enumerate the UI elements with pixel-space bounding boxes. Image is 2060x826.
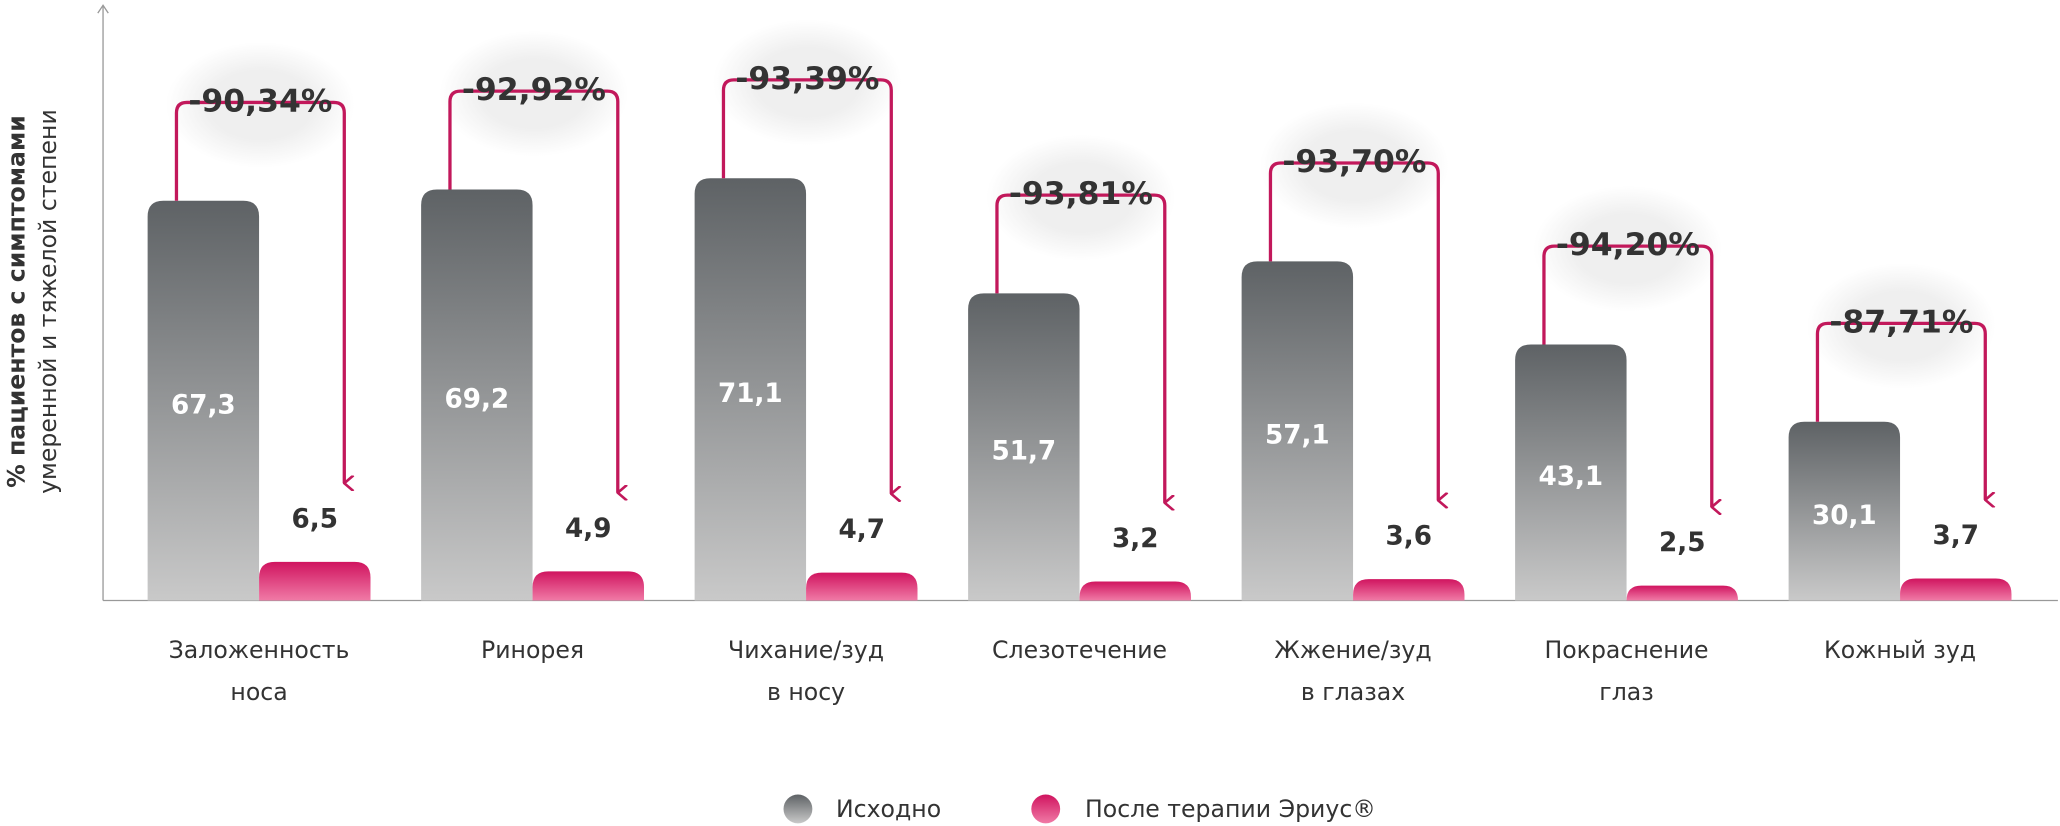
- y-label-line: % пациентов с симптомами: [2, 115, 30, 488]
- change-arrow: [1815, 321, 1985, 499]
- x-tick-label: в глазах: [1301, 678, 1405, 706]
- value-label: 3,7: [1933, 521, 1979, 551]
- x-tick-label: Покраснение: [1545, 636, 1709, 664]
- change-arrow: [448, 89, 618, 493]
- bar: [147, 200, 260, 601]
- value-label: 4,9: [565, 514, 611, 544]
- value-label: 43,1: [1538, 462, 1603, 492]
- bar: [1241, 261, 1354, 601]
- annotation-cloud: [986, 134, 1176, 261]
- annotation: -93,81%: [1009, 176, 1153, 212]
- x-tick-label: Заложенность: [169, 636, 350, 664]
- legend-swatch: [783, 794, 813, 824]
- legend-swatch: [1031, 794, 1061, 824]
- annotation-cloud: [1259, 102, 1449, 229]
- legend-label: Исходно: [836, 795, 941, 823]
- annotation: -87,71%: [1829, 304, 1973, 340]
- annotation-cloud: [1533, 185, 1723, 312]
- change-arrow: [1542, 244, 1712, 507]
- annotation: -94,20%: [1556, 227, 1700, 263]
- x-tick-label: Кожный зуд: [1824, 636, 1976, 664]
- x-tick-label: Слезотечение: [992, 636, 1167, 664]
- bar: [806, 572, 918, 601]
- annotation-cloud: [165, 42, 355, 168]
- change-arrow: [1268, 161, 1438, 500]
- value-label: 67,3: [171, 390, 236, 420]
- value-label: 51,7: [991, 437, 1056, 467]
- bar: [421, 189, 533, 601]
- change-arrow: [995, 193, 1165, 503]
- y-label-line: умеренной и тяжелой степени: [34, 109, 62, 494]
- change-arrow: [721, 78, 891, 494]
- value-label: 3,6: [1386, 522, 1432, 552]
- annotation: -90,34%: [188, 83, 332, 119]
- bar: [1515, 344, 1627, 601]
- y-axis-arrow: [97, 4, 109, 14]
- bar: [1079, 581, 1192, 601]
- value-label: 69,2: [444, 385, 509, 415]
- value-label: 4,7: [839, 515, 885, 545]
- x-tick-label: в носу: [767, 678, 845, 706]
- bar: [1788, 421, 1901, 601]
- bar: [968, 293, 1080, 601]
- bar: [1900, 578, 2012, 601]
- annotation: -93,39%: [735, 61, 879, 97]
- bar: [1626, 585, 1738, 601]
- change-arrow: [174, 100, 344, 483]
- value-label: 71,1: [718, 379, 783, 409]
- annotation-cloud: [712, 19, 902, 146]
- value-label: 30,1: [1812, 501, 1877, 531]
- bar: [532, 571, 645, 601]
- y-axis-title: % пациентов с симптомами умеренной и тяж…: [2, 109, 61, 494]
- annotation: -93,70%: [1282, 144, 1426, 180]
- value-label: 57,1: [1265, 421, 1330, 451]
- x-tick-label: носа: [230, 678, 287, 706]
- x-tick-label: Жжение/зуд: [1274, 636, 1431, 664]
- x-tick-label: Чихание/зуд: [728, 636, 884, 664]
- x-tick-label: глаз: [1599, 678, 1653, 706]
- annotation: -92,92%: [462, 72, 606, 108]
- bar: [259, 561, 371, 601]
- annotation-cloud: [439, 30, 629, 157]
- value-label: 2,5: [1659, 528, 1705, 558]
- value-label: 3,2: [1112, 524, 1158, 554]
- bar: [1353, 579, 1465, 601]
- x-tick-label: Ринорея: [481, 636, 584, 664]
- annotation-cloud: [1806, 263, 1996, 389]
- value-label: 6,5: [292, 504, 338, 534]
- legend-label: После терапии Эриус®: [1085, 795, 1376, 823]
- bar: [694, 178, 807, 601]
